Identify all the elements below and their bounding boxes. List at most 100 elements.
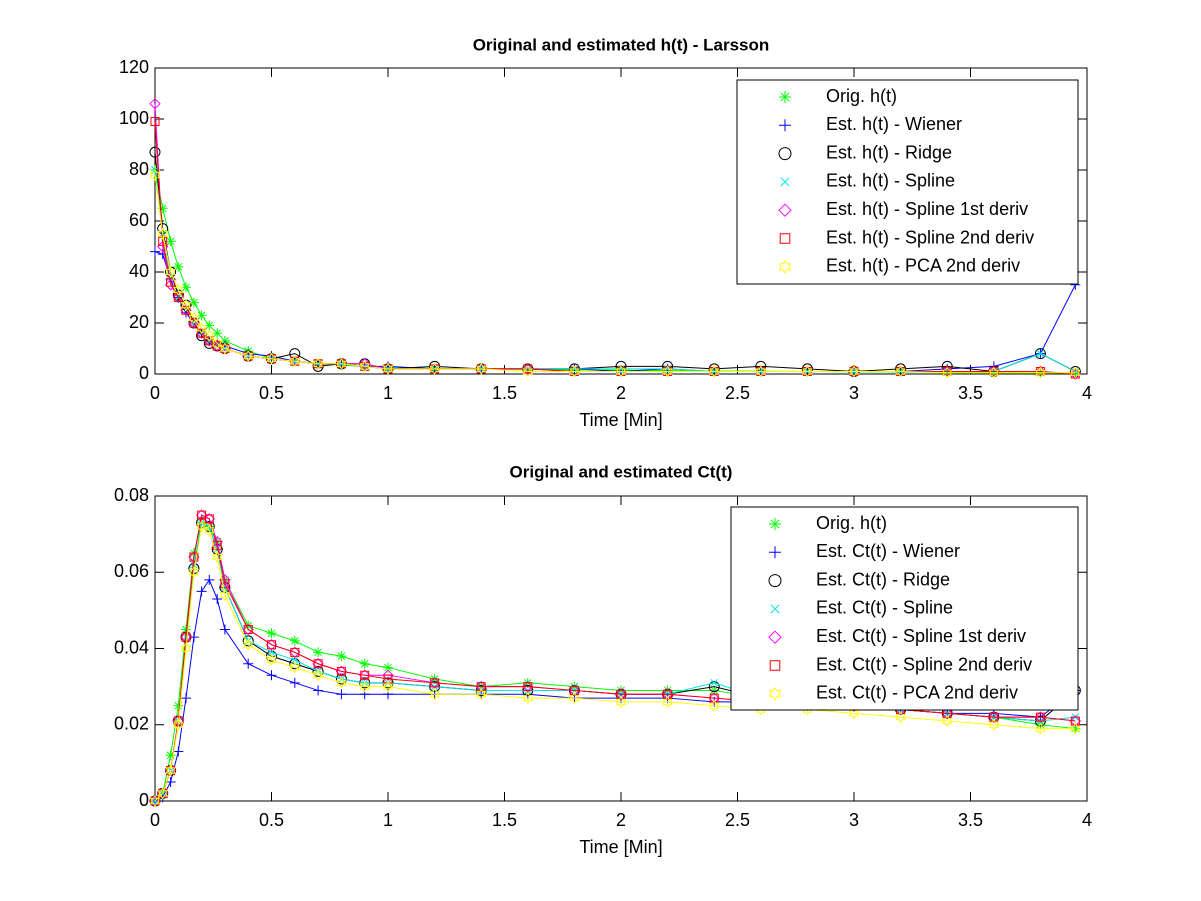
chart-title: Original and estimated h(t) - Larsson	[473, 35, 770, 54]
data-marker	[188, 297, 199, 308]
data-marker	[180, 642, 192, 655]
y-tick-label: 100	[119, 108, 149, 128]
data-marker	[219, 624, 230, 635]
data-marker	[1034, 711, 1047, 723]
legend-label: Est. Ct(t) - Spline 2nd deriv	[816, 654, 1032, 674]
data-marker	[428, 677, 441, 689]
x-tick-label: 2.5	[725, 810, 750, 830]
data-marker	[569, 685, 579, 695]
data-marker	[289, 677, 300, 688]
data-marker	[150, 117, 160, 127]
data-marker	[1069, 715, 1082, 727]
legend-label: Est. h(t) - Ridge	[826, 142, 952, 162]
y-tick-label: 0	[139, 790, 149, 810]
legend-marker	[768, 686, 782, 701]
data-marker	[382, 362, 394, 375]
data-marker	[204, 574, 215, 585]
legend-box	[730, 506, 1079, 711]
data-marker	[150, 246, 160, 257]
data-marker	[267, 640, 276, 650]
data-marker	[212, 593, 223, 604]
x-tick-label: 1.5	[492, 810, 517, 830]
data-marker	[243, 658, 254, 669]
data-marker	[358, 669, 371, 681]
data-marker	[1070, 716, 1080, 726]
data-marker	[382, 669, 394, 681]
data-marker	[663, 689, 673, 699]
data-marker	[383, 674, 393, 684]
data-marker	[336, 651, 347, 662]
data-marker	[312, 669, 324, 682]
data-marker	[149, 169, 161, 182]
y-tick-label: 0.08	[114, 485, 149, 505]
data-marker	[220, 579, 230, 589]
data-marker	[219, 589, 231, 602]
legend-marker	[779, 233, 791, 244]
data-marker	[173, 700, 184, 711]
data-marker	[941, 707, 953, 720]
data-marker	[188, 317, 200, 329]
y-tick-label: 20	[129, 312, 149, 332]
data-marker	[195, 509, 208, 521]
series-line	[154, 525, 1076, 802]
data-marker	[212, 328, 223, 339]
legend-marker	[778, 259, 792, 274]
data-marker	[710, 678, 719, 687]
data-marker	[522, 363, 534, 375]
legend-label: Orig. h(t)	[826, 86, 897, 106]
data-marker	[430, 678, 440, 688]
data-marker	[568, 684, 581, 697]
data-marker	[313, 685, 324, 696]
data-marker	[157, 223, 169, 235]
x-tick-label: 4	[1082, 810, 1092, 830]
data-marker	[196, 322, 207, 335]
data-marker	[1035, 366, 1046, 379]
data-marker	[615, 360, 627, 372]
data-marker	[569, 692, 580, 705]
data-marker	[709, 365, 720, 378]
data-marker	[212, 337, 223, 350]
legend-marker	[780, 177, 790, 187]
data-marker	[359, 680, 370, 693]
legend-label: Est. h(t) - Wiener	[826, 114, 962, 134]
data-marker	[383, 662, 393, 673]
y-tick-label: 80	[129, 159, 149, 179]
data-marker	[615, 688, 627, 700]
data-marker	[149, 97, 161, 110]
data-marker	[988, 718, 999, 731]
data-marker	[212, 551, 223, 563]
data-marker	[289, 355, 300, 368]
x-tick-label: 2.5	[725, 383, 750, 403]
x-tick-label: 0	[150, 383, 160, 403]
data-marker	[165, 750, 176, 761]
data-marker	[266, 352, 277, 365]
legend-label: Est. h(t) - PCA 2nd deriv	[826, 256, 1020, 276]
data-marker	[359, 658, 370, 669]
x-tick-label: 3	[849, 810, 859, 830]
data-marker	[662, 365, 673, 378]
data-marker	[289, 661, 300, 674]
data-marker	[219, 342, 231, 355]
legend-label: Est. Ct(t) - Wiener	[816, 541, 960, 561]
data-marker	[662, 360, 674, 372]
x-tick-label: 3.5	[958, 810, 983, 830]
data-marker	[243, 638, 254, 651]
data-marker	[173, 746, 184, 757]
data-marker	[204, 320, 215, 331]
data-marker	[266, 653, 277, 666]
data-marker	[164, 279, 177, 291]
data-marker	[802, 365, 813, 378]
legend-marker	[779, 119, 791, 132]
legend-marker	[769, 660, 781, 671]
data-marker	[196, 520, 207, 533]
data-marker	[156, 240, 169, 253]
data-marker	[709, 693, 719, 703]
data-marker	[180, 299, 192, 312]
legend-marker	[768, 630, 782, 644]
y-tick-label: 0.04	[114, 637, 149, 657]
data-marker	[988, 366, 999, 379]
data-marker	[204, 329, 215, 342]
legend-marker	[769, 546, 781, 559]
data-marker	[173, 718, 184, 731]
data-marker	[204, 514, 214, 524]
